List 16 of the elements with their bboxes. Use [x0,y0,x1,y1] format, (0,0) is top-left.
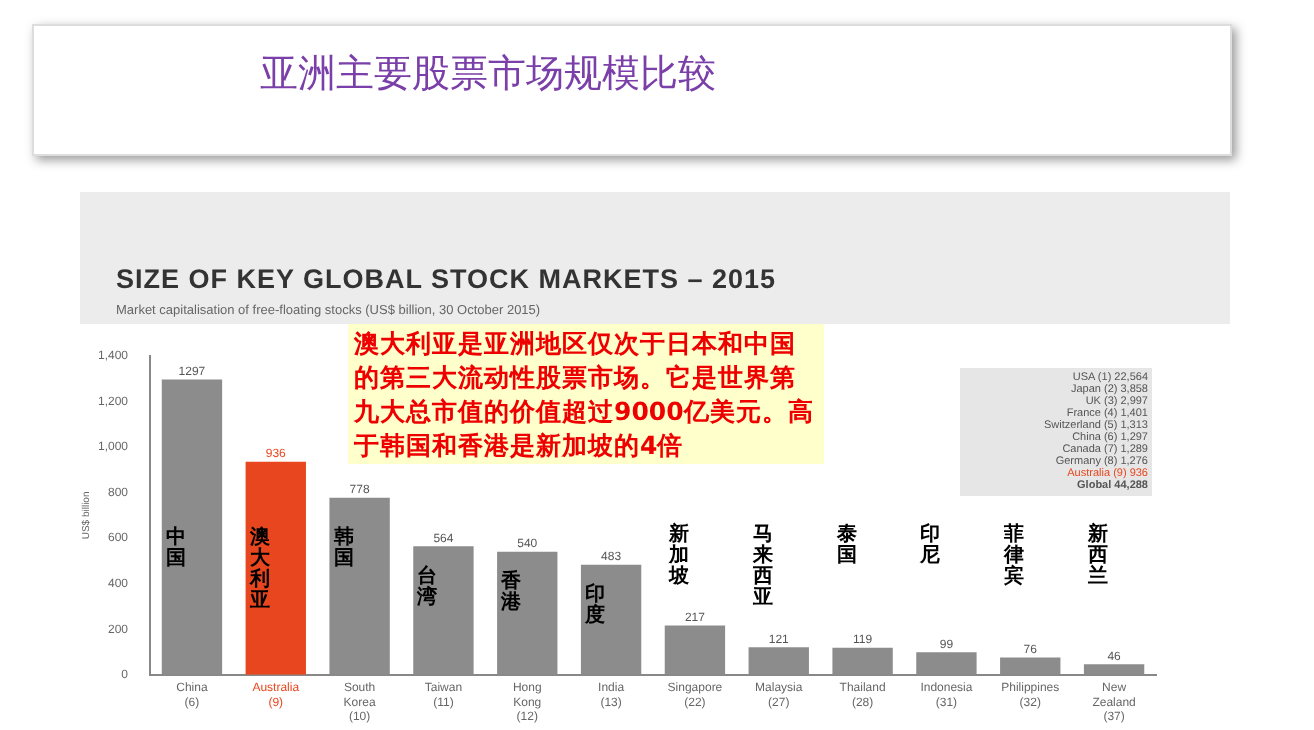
annotation: 新加坡 [666,522,691,589]
text: 亚洲主要股票市场规模比较 [260,50,716,100]
annotation: 泰国 [834,522,857,568]
annotation: 澳大利亚是亚洲地区仅次于日本和中国的第三大流动性股票市场。它是世界第九大总市值的价值超过9000亿美元。高于韩国和香港是新加坡的4倍 [348,324,824,464]
annotation: 澳大利亚 [247,525,272,613]
annotation: 印尼 [918,522,941,568]
annotation: 新西兰 [1086,522,1109,589]
annotation: 菲律宾 [1002,522,1025,589]
bar [245,461,306,675]
annotation: 台湾 [415,563,440,609]
annotation: 印度 [583,582,606,627]
annotation: 韩国 [331,525,354,571]
annotation: 中国 [165,525,186,571]
annotation: 香港 [499,569,524,615]
annotation: 马来西亚 [750,524,773,610]
chart-title: SIZE OF KEY GLOBAL STOCK MARKETS – 2015 [116,264,777,294]
